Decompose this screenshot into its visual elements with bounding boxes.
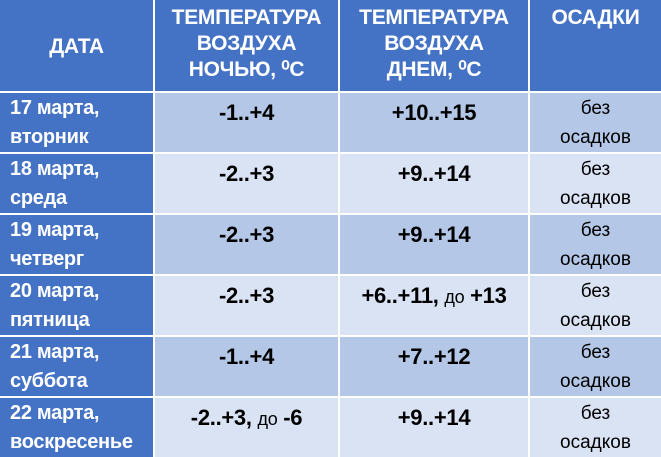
cell-text: осадков: [560, 127, 631, 148]
cell-text: воскресенье: [10, 431, 133, 453]
temperature-cell: -1..+4: [155, 337, 338, 396]
cell-text: без: [580, 98, 611, 119]
temperature-cell: -2..+3, до -6: [155, 398, 338, 457]
cell-text: -2..+3,: [190, 405, 252, 430]
cell-text: +10..+15: [391, 100, 477, 125]
temperature-cell: -2..+3: [155, 154, 338, 213]
temperature-cell: -2..+3: [155, 276, 338, 335]
cell-text: ОСАДКИ: [551, 6, 640, 29]
precipitation-cell: без осадков: [530, 276, 661, 335]
cell-text: без: [580, 281, 611, 302]
cell-text: ВОЗДУХА: [196, 32, 297, 55]
header-cell: ДАТА: [0, 0, 153, 91]
cell-text: вторник: [10, 126, 89, 148]
cell-text: осадков: [560, 249, 631, 270]
cell-text: осадков: [560, 432, 631, 453]
cell-text: +7..+12: [397, 344, 471, 369]
temperature-cell: +9..+14: [340, 398, 528, 457]
cell-text: осадков: [560, 310, 631, 331]
cell-text: -2..+3: [218, 283, 275, 308]
cell-text: без: [580, 220, 611, 241]
cell-text: 17 марта,: [10, 97, 100, 119]
cell-text: -2..+3: [218, 222, 275, 247]
cell-text: суббота: [10, 370, 88, 392]
cell-text: +9..+14: [397, 161, 471, 186]
cell-text: +9..+14: [397, 222, 471, 247]
cell-text: ДНЕМ, ⁰С: [386, 58, 482, 81]
cell-text: -2..+3: [218, 161, 275, 186]
precipitation-cell: без осадков: [530, 398, 661, 457]
temperature-cell: +7..+12: [340, 337, 528, 396]
date-cell: 19 марта, четверг: [0, 215, 153, 274]
cell-text: ДАТА: [49, 35, 104, 58]
cell-text: 19 марта,: [10, 219, 100, 241]
date-cell: 20 марта, пятница: [0, 276, 153, 335]
cell-text: без: [580, 342, 611, 363]
temperature-cell: +6..+11, до +13: [340, 276, 528, 335]
cell-text: -1..+4: [218, 100, 275, 125]
cell-text: четверг: [10, 248, 84, 270]
precipitation-cell: без осадков: [530, 337, 661, 396]
cell-text: 22 марта,: [10, 402, 100, 424]
temperature-cell: +9..+14: [340, 215, 528, 274]
cell-text: -6: [283, 405, 303, 430]
cell-text: до: [257, 409, 278, 429]
header-cell: ТЕМПЕРАТУРА ВОЗДУХА НОЧЬЮ, ⁰С: [155, 0, 338, 91]
date-cell: 21 марта, суббота: [0, 337, 153, 396]
precipitation-cell: без осадков: [530, 93, 661, 152]
date-cell: 22 марта, воскресенье: [0, 398, 153, 457]
date-cell: 17 марта, вторник: [0, 93, 153, 152]
cell-text: 21 марта,: [10, 341, 100, 363]
cell-text: до: [444, 287, 465, 307]
header-cell: ОСАДКИ: [530, 0, 661, 91]
cell-text: осадков: [560, 371, 631, 392]
temperature-cell: -1..+4: [155, 93, 338, 152]
cell-text: +13: [470, 283, 507, 308]
cell-text: без: [580, 159, 611, 180]
cell-text: 18 марта,: [10, 158, 100, 180]
cell-text: пятница: [10, 309, 90, 331]
temperature-cell: -2..+3: [155, 215, 338, 274]
precipitation-cell: без осадков: [530, 154, 661, 213]
cell-text: ТЕМПЕРАТУРА: [359, 6, 509, 29]
cell-text: среда: [10, 187, 67, 209]
cell-text: +9..+14: [397, 405, 471, 430]
cell-text: НОЧЬЮ, ⁰С: [188, 58, 305, 81]
cell-text: ТЕМПЕРАТУРА: [171, 6, 322, 29]
cell-text: +6..+11,: [361, 283, 439, 308]
temperature-cell: +9..+14: [340, 154, 528, 213]
cell-text: -1..+4: [218, 344, 275, 369]
header-cell: ТЕМПЕРАТУРА ВОЗДУХА ДНЕМ, ⁰С: [340, 0, 528, 91]
cell-text: 20 марта,: [10, 280, 100, 302]
date-cell: 18 марта, среда: [0, 154, 153, 213]
cell-text: ВОЗДУХА: [384, 32, 484, 55]
cell-text: без: [580, 403, 611, 424]
precipitation-cell: без осадков: [530, 215, 661, 274]
cell-text: осадков: [560, 188, 631, 209]
temperature-cell: +10..+15: [340, 93, 528, 152]
